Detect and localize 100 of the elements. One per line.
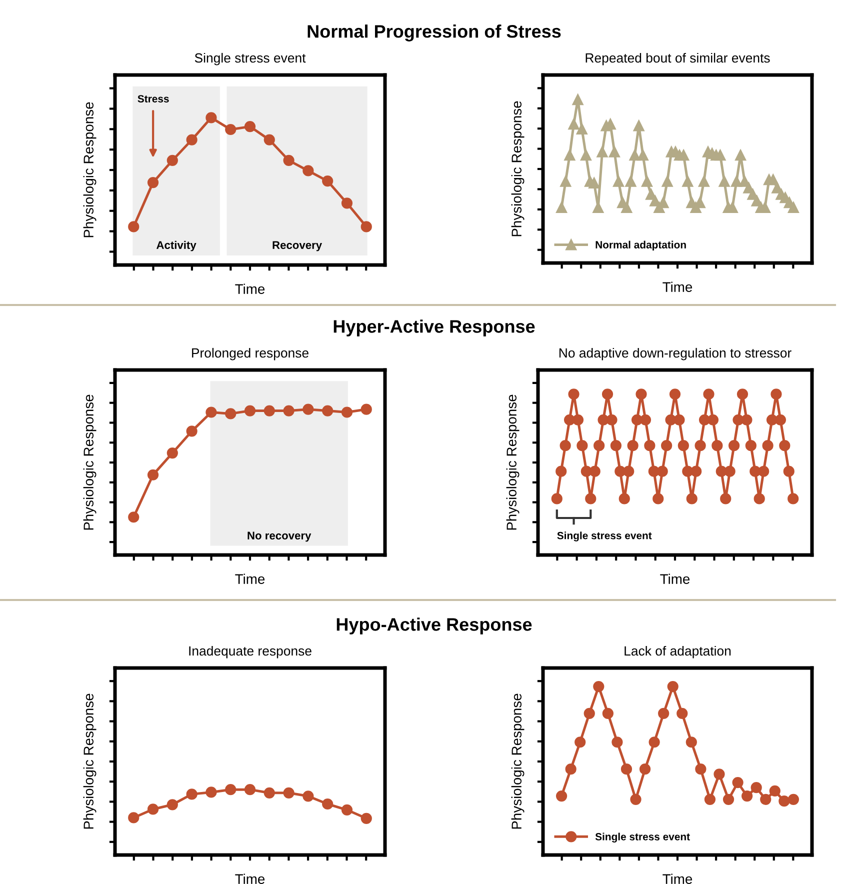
point bbox=[640, 414, 652, 426]
point bbox=[762, 440, 774, 452]
point bbox=[166, 154, 178, 166]
point bbox=[584, 708, 595, 720]
point bbox=[788, 794, 800, 805]
point bbox=[612, 176, 624, 187]
y-axis-title: Physiologic Response bbox=[506, 394, 520, 530]
point bbox=[629, 150, 640, 161]
point bbox=[714, 150, 726, 161]
point bbox=[147, 176, 159, 188]
y-axis-title: Physiologic Response bbox=[83, 394, 96, 530]
point bbox=[572, 414, 584, 426]
point bbox=[186, 426, 198, 437]
point bbox=[556, 466, 567, 477]
point bbox=[788, 493, 799, 504]
point bbox=[682, 176, 694, 187]
point bbox=[264, 787, 275, 798]
point bbox=[718, 176, 730, 187]
x-axis-title: Time bbox=[235, 874, 265, 884]
point bbox=[758, 466, 770, 477]
x-axis-title: Time bbox=[662, 282, 692, 292]
point bbox=[568, 118, 580, 130]
point bbox=[788, 202, 800, 213]
point bbox=[560, 440, 571, 452]
point bbox=[722, 794, 734, 805]
point bbox=[302, 790, 314, 802]
chart-subtitle: Lack of adaptation bbox=[624, 646, 731, 658]
point bbox=[341, 198, 353, 209]
point bbox=[283, 405, 294, 416]
point bbox=[778, 796, 790, 807]
point bbox=[322, 175, 334, 187]
point bbox=[206, 112, 217, 124]
point bbox=[147, 469, 159, 480]
point bbox=[572, 94, 584, 106]
point bbox=[341, 804, 353, 816]
y-axis-title: Physiologic Response bbox=[83, 694, 96, 829]
point bbox=[186, 134, 198, 146]
point bbox=[641, 176, 653, 187]
point bbox=[166, 447, 178, 459]
x-axis-title: Time bbox=[235, 574, 265, 584]
point bbox=[694, 440, 706, 452]
point bbox=[620, 764, 632, 775]
point bbox=[783, 466, 794, 477]
point bbox=[686, 493, 698, 504]
point bbox=[576, 123, 588, 135]
point bbox=[633, 120, 644, 132]
point bbox=[588, 177, 600, 188]
point bbox=[244, 784, 256, 796]
point bbox=[360, 221, 372, 232]
point bbox=[610, 440, 622, 452]
chart-subtitle: Prolonged response bbox=[192, 348, 308, 360]
point bbox=[574, 736, 586, 748]
point bbox=[166, 799, 178, 810]
point bbox=[360, 404, 372, 415]
point bbox=[690, 466, 702, 477]
text: Normal Progression of Stress bbox=[308, 24, 561, 42]
point bbox=[594, 440, 605, 452]
point bbox=[147, 804, 159, 815]
point bbox=[128, 812, 140, 824]
point bbox=[736, 388, 748, 400]
point bbox=[625, 176, 636, 187]
point bbox=[225, 784, 236, 796]
point bbox=[732, 777, 744, 788]
point bbox=[360, 812, 372, 824]
chart-subtitle: No adaptive down-regulation to stressor bbox=[559, 348, 792, 360]
point bbox=[661, 440, 672, 452]
chart-subtitle: Repeated bout of similar events bbox=[586, 52, 770, 66]
point bbox=[774, 414, 786, 426]
annotation: Recovery bbox=[272, 241, 322, 252]
point bbox=[302, 165, 314, 176]
annotation: Single stress event bbox=[557, 532, 652, 542]
point bbox=[730, 176, 742, 187]
point bbox=[712, 440, 723, 452]
point bbox=[556, 202, 568, 213]
point bbox=[225, 124, 236, 136]
point bbox=[206, 786, 217, 798]
legend-label: Single stress event bbox=[595, 832, 690, 842]
point bbox=[596, 146, 608, 158]
point bbox=[322, 798, 334, 810]
point bbox=[564, 150, 576, 161]
annotation: Activity bbox=[156, 240, 196, 252]
point bbox=[560, 176, 572, 187]
y-axis-title: Physiologic Response bbox=[511, 694, 524, 829]
point bbox=[728, 440, 740, 452]
point bbox=[341, 406, 353, 418]
text: Hypo-Active Response bbox=[336, 618, 532, 634]
chart-subtitle: Inadequate response bbox=[189, 646, 312, 658]
point bbox=[556, 790, 568, 802]
point bbox=[669, 388, 681, 400]
point bbox=[703, 388, 714, 400]
point bbox=[770, 388, 782, 400]
point bbox=[206, 406, 217, 418]
point bbox=[714, 768, 725, 780]
point bbox=[724, 466, 736, 477]
point bbox=[750, 782, 762, 794]
point bbox=[128, 512, 140, 523]
point bbox=[637, 150, 648, 161]
point bbox=[551, 493, 562, 504]
point bbox=[754, 493, 765, 504]
point bbox=[585, 493, 596, 504]
